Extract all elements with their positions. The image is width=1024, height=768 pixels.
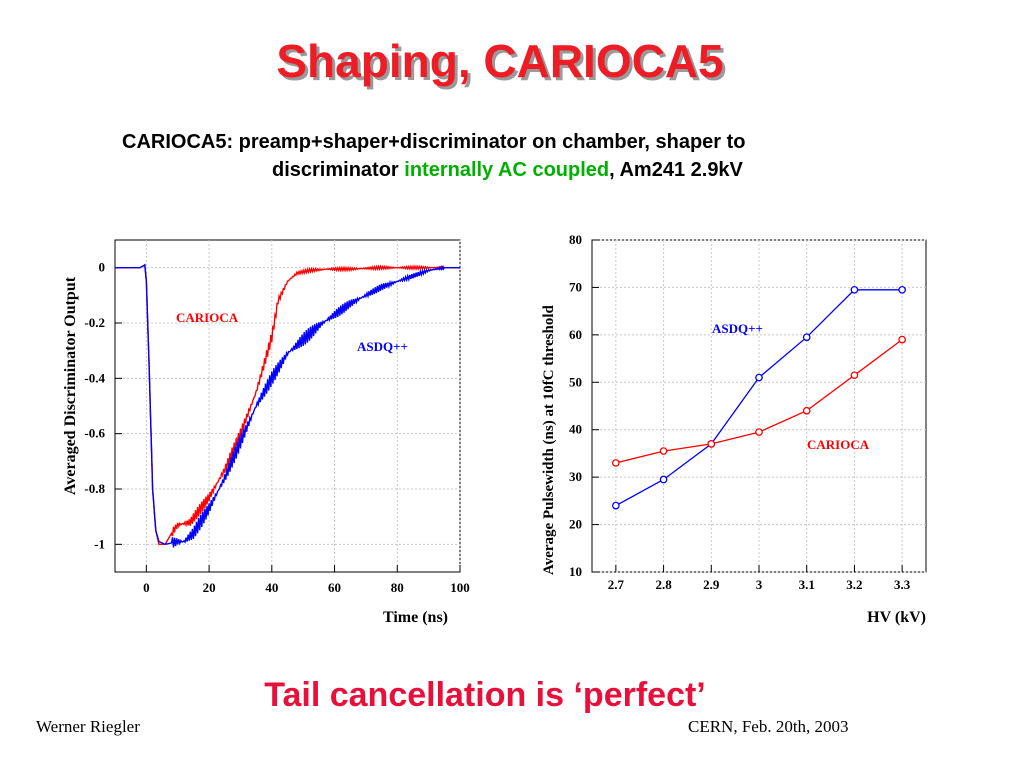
- x-tick-label: 40: [265, 580, 278, 595]
- x-tick-label: 100: [450, 580, 470, 595]
- data-point-carioca: [850, 371, 859, 380]
- data-point-carioca: [707, 440, 716, 448]
- y-tick-label: 0: [99, 260, 106, 275]
- x-tick-label: 0: [143, 580, 150, 595]
- y-tick-label: -0.6: [84, 426, 105, 441]
- x-tick-label: 3: [756, 577, 763, 592]
- x-tick-label: 2.9: [703, 577, 720, 592]
- x-tick-label: 20: [203, 580, 216, 595]
- y-tick-label: 80: [569, 232, 582, 247]
- data-point-carioca: [802, 406, 811, 415]
- y-tick-label: 50: [569, 374, 582, 389]
- data-point-carioca: [755, 428, 763, 436]
- x-tick-label: 2.8: [655, 577, 672, 592]
- data-point-carioca: [898, 335, 906, 344]
- description-suffix: , Am241 2.9kV: [609, 159, 743, 181]
- y-tick-label: 70: [569, 279, 582, 294]
- slide-description: CARIOCA5: preamp+shaper+discriminator on…: [122, 128, 982, 184]
- x-tick-label: 80: [391, 580, 404, 595]
- x-tick-label: 3.1: [799, 577, 815, 592]
- series-label-asdq: ASDQ++: [712, 321, 763, 336]
- description-text: discriminator: [272, 159, 405, 181]
- y-axis-label: Average Pulsewidth (ns) at 10fC threshol…: [541, 304, 557, 575]
- data-point-asdq: [802, 333, 811, 342]
- y-tick-label: -0.8: [84, 481, 105, 496]
- footer-date: CERN, Feb. 20th, 2003: [688, 717, 849, 736]
- x-axis-label: Time (ns): [383, 609, 448, 626]
- footer-author: Werner Riegler: [36, 717, 140, 736]
- data-point-asdq: [755, 373, 763, 382]
- description-line-2: discriminator internally AC coupled, Am2…: [122, 156, 982, 184]
- data-point-asdq: [659, 475, 668, 484]
- y-tick-label: 10: [569, 564, 582, 579]
- description-line-1: CARIOCA5: preamp+shaper+discriminator on…: [122, 131, 746, 153]
- y-tick-label: 60: [569, 327, 582, 342]
- x-axis-label: HV (kV): [867, 609, 926, 626]
- slide-title: Shaping, CARIOCA5: [276, 35, 724, 87]
- data-point-asdq: [612, 501, 620, 510]
- series-line-carioca: [115, 263, 460, 545]
- y-tick-label: 40: [569, 422, 582, 437]
- data-point-carioca: [612, 459, 620, 467]
- pulsewidth-vs-hv-chart: 2.7 2.8 2.9 3 3.1 3.2 3.3 10 20 30 40 50 60 70 80 HV (k…: [541, 232, 927, 626]
- plot-frame: [114, 239, 461, 573]
- discriminator-output-chart: 0 20 40 60 80 100 0 -0.2 -0.4 -0.6 -0.8 -1 Time (ns)…: [62, 239, 470, 626]
- x-tick-label: 3.3: [894, 577, 911, 592]
- y-tick-label: -0.4: [84, 370, 105, 385]
- data-point-asdq: [850, 285, 859, 294]
- data-point-asdq: [898, 285, 906, 294]
- y-tick-label: -0.2: [84, 315, 105, 330]
- y-tick-label: 30: [569, 469, 582, 484]
- series-label-carioca: CARIOCA: [807, 437, 870, 452]
- y-tick-label: -1: [94, 536, 105, 551]
- data-point-carioca: [659, 447, 668, 455]
- x-tick-label: 3.2: [846, 577, 862, 592]
- series-label-asdq: ASDQ++: [357, 339, 408, 354]
- x-tick-label: 60: [328, 580, 341, 595]
- y-tick-label: 20: [569, 517, 582, 532]
- y-axis-label: Averaged Discriminator Output: [62, 276, 79, 495]
- conclusion-text: Tail cancellation is ‘perfect’: [264, 676, 706, 714]
- series-line-asdq: [115, 263, 460, 548]
- x-tick-label: 2.7: [608, 577, 625, 592]
- description-highlight: internally AC coupled: [404, 159, 610, 181]
- series-label-carioca: CARIOCA: [176, 310, 239, 325]
